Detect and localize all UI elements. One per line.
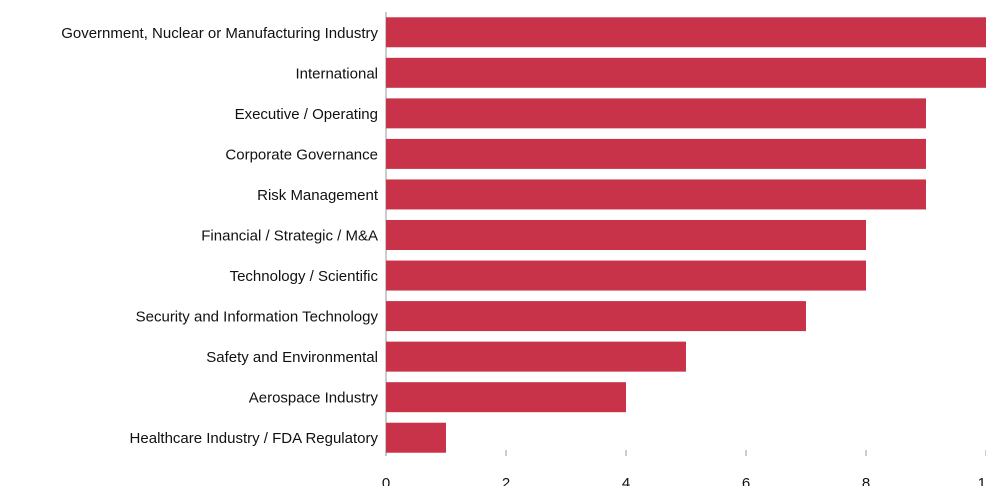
x-tick-label: 2: [502, 475, 510, 486]
bar: [386, 220, 866, 250]
y-tick-label: Financial / Strategic / M&A: [201, 228, 378, 245]
bar: [386, 301, 806, 332]
bar: [386, 17, 986, 48]
y-tick-label: Government, Nuclear or Manufacturing Ind…: [61, 25, 378, 42]
y-tick-label: Aerospace Industry: [249, 390, 379, 407]
bar: [386, 422, 446, 453]
bar: [386, 57, 986, 88]
bar: [386, 138, 926, 169]
bar: [386, 341, 686, 372]
bar: [386, 179, 926, 210]
bar: [386, 260, 866, 291]
y-tick-label: International: [295, 65, 378, 82]
y-tick-label: Executive / Operating: [235, 106, 378, 123]
bar: [386, 98, 926, 129]
y-tick-label: Healthcare Industry / FDA Regulatory: [130, 430, 379, 447]
y-tick-label: Security and Information Technology: [136, 309, 379, 326]
x-tick-label: 6: [742, 475, 750, 486]
y-tick-label: Risk Management: [257, 187, 379, 204]
x-tick-label: 8: [862, 475, 870, 486]
x-tick-label: 10: [978, 475, 986, 486]
y-tick-label: Technology / Scientific: [230, 268, 379, 285]
y-tick-label: Corporate Governance: [225, 146, 378, 163]
x-tick-label: 0: [382, 475, 390, 486]
y-tick-label: Safety and Environmental: [206, 349, 378, 366]
x-tick-label: 4: [622, 475, 630, 486]
bar: [386, 382, 626, 413]
